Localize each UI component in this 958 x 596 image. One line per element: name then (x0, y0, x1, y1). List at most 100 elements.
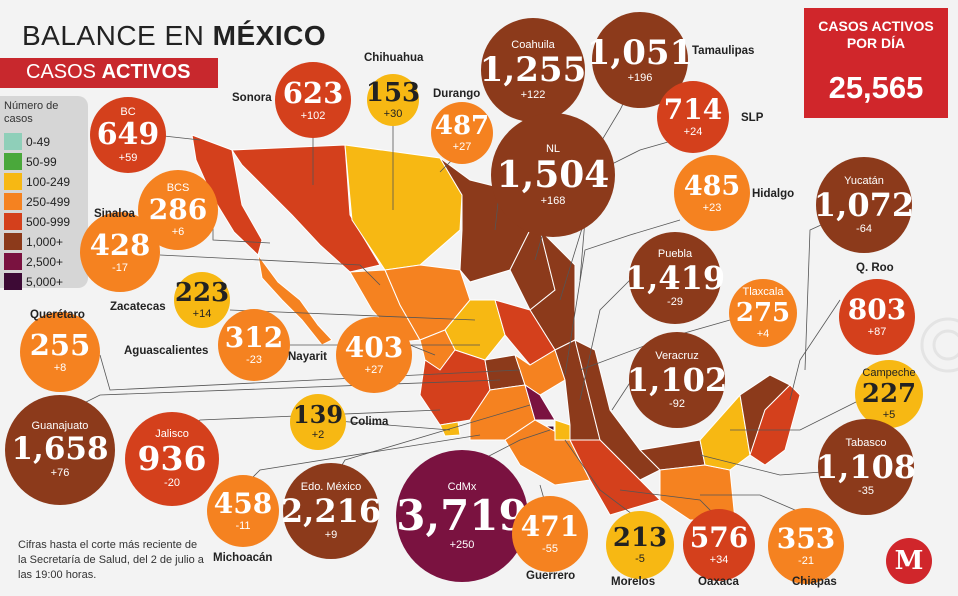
state-name: Oaxaca (698, 576, 739, 588)
state-name: Puebla (657, 247, 693, 260)
state-value: 2,216 (280, 491, 382, 530)
state-value: 485 (683, 170, 741, 202)
state-name: Tabasco (845, 436, 887, 449)
state-bubble: Tabasco 1,108 -35 (816, 419, 916, 515)
state-name: Chihuahua (364, 52, 424, 64)
state-change: +9 (324, 528, 338, 541)
state-change: +8 (53, 361, 67, 374)
state-bubble: Tlaxcala 275 +4 (729, 279, 797, 347)
state-bubble: 139 +2 (290, 394, 346, 450)
state-bubble: 353 -21 (768, 508, 844, 584)
state-bubble: 153 +30 (366, 74, 420, 126)
legend-label: 0-49 (26, 134, 51, 149)
legend-label: 1,000+ (26, 234, 64, 249)
state-bubble: 223 +14 (174, 272, 230, 328)
state-bubble: CdMx 3,719 +250 (396, 450, 528, 582)
state-value: 1,102 (626, 360, 728, 399)
state-change: +4 (756, 327, 770, 340)
page-title: BALANCE EN MÉXICO (22, 20, 327, 51)
state-bubble: 487 +27 (431, 102, 493, 164)
state-change: +14 (192, 308, 212, 320)
state-change: +59 (118, 151, 138, 164)
state-name: BCS (166, 181, 190, 194)
state-name: Durango (433, 88, 481, 100)
state-name: Jalisco (155, 428, 189, 440)
state-value: 576 (689, 521, 749, 554)
state-change: -20 (164, 477, 180, 489)
state-name: Michoacán (213, 552, 273, 564)
state-change: +250 (449, 538, 475, 551)
state-name: Tlaxcala (742, 285, 784, 298)
state-bubble: 312 -23 (218, 309, 290, 381)
legend-swatch (4, 173, 22, 190)
state-name: Sonora (232, 92, 272, 104)
state-change: +5 (882, 408, 896, 421)
state-value: 275 (735, 297, 791, 328)
state-bubble: Campeche 227 +5 (855, 360, 923, 428)
state-value: 139 (292, 400, 344, 429)
state-change: -21 (798, 555, 814, 567)
state-name: Veracruz (655, 349, 699, 362)
state-bubble: 255 +8 (20, 312, 100, 392)
state-change: +2 (311, 429, 325, 441)
state-name: Zacatecas (110, 301, 166, 313)
state-change: -64 (856, 222, 872, 235)
state-value: 1,255 (479, 49, 587, 90)
state-change: +27 (364, 364, 384, 376)
state-value: 936 (137, 439, 207, 478)
legend-title: Número de casos (4, 100, 59, 125)
state-name: NL (545, 142, 561, 155)
legend-label: 250-499 (26, 194, 71, 209)
legend-swatch (4, 213, 22, 230)
legend-item: 50-99 (4, 153, 57, 170)
state-name: Nayarit (288, 351, 327, 363)
state-change: -5 (635, 553, 645, 565)
state-name: Yucatán (844, 174, 884, 187)
state-value: 353 (776, 522, 836, 555)
state-bubble: Veracruz 1,102 -92 (626, 332, 728, 428)
state-bubble: 471 -55 (512, 496, 588, 572)
state-value: 286 (148, 192, 208, 226)
legend-swatch (4, 273, 22, 290)
total-value: 25,565 (828, 70, 924, 105)
legend-item: 2,500+ (4, 253, 63, 270)
state-change: +122 (520, 88, 546, 101)
legend-label: 2,500+ (26, 254, 64, 269)
state-bubble: 623 +102 (275, 62, 351, 138)
state-value: 714 (663, 93, 723, 126)
state-change: -23 (246, 354, 262, 366)
page-subtitle: CASOS ACTIVOS (26, 61, 191, 83)
state-change: +87 (867, 326, 887, 338)
milenio-logo: M (886, 538, 932, 584)
state-change: +34 (709, 554, 729, 566)
state-value: 227 (861, 378, 917, 409)
state-bubble: Jalisco 936 -20 (125, 412, 219, 506)
legend-swatch (4, 193, 22, 210)
state-bubble: Puebla 1,419 -29 (625, 232, 725, 324)
state-name: Guerrero (526, 570, 576, 582)
state-value: 312 (224, 321, 284, 354)
state-bubble: NL 1,504 +168 (491, 113, 615, 237)
state-value: 1,072 (813, 185, 915, 224)
state-bubble: BC 649 +59 (90, 97, 166, 173)
state-bubble: 803 +87 (839, 279, 915, 355)
state-name: Hidalgo (752, 188, 795, 200)
state-name: CdMx (447, 480, 477, 493)
legend-item: 500-999 (4, 213, 70, 230)
state-bubble: 576 +34 (683, 509, 755, 581)
state-name: Coahuila (511, 38, 555, 51)
state-name: SLP (741, 112, 764, 124)
total-label: CASOS ACTIVOS POR DÍA (818, 18, 934, 51)
legend-item: 100-249 (4, 173, 70, 190)
legend-swatch (4, 253, 22, 270)
state-change: -92 (669, 397, 685, 410)
state-value: 1,051 (586, 33, 694, 73)
state-name: Tamaulipas (692, 45, 755, 57)
legend-label: 100-249 (26, 174, 71, 189)
legend-item: 0-49 (4, 133, 50, 150)
state-value: 1,658 (11, 431, 109, 467)
state-change: +24 (683, 126, 703, 138)
state-value: 623 (282, 75, 344, 110)
state-value: 1,504 (496, 153, 610, 196)
state-bubble: 403 +27 (336, 317, 412, 393)
